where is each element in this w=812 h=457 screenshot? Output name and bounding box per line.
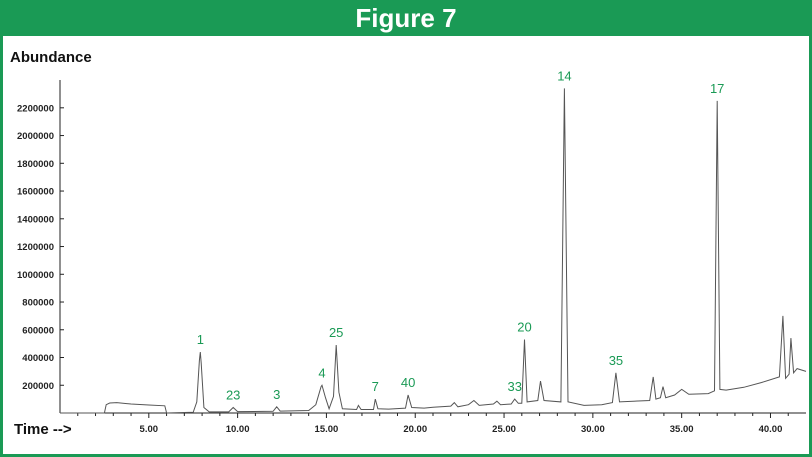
y-tick-label: 1000000	[17, 270, 54, 281]
y-tick-label: 2200000	[17, 103, 54, 114]
peak-labels: 1 23 3 4 25 7 40 33 20 14 35 17	[197, 68, 725, 402]
y-tick-label: 600000	[22, 325, 54, 336]
y-tick-label: 1200000	[17, 242, 54, 253]
peak-label: 17	[710, 81, 724, 96]
peak-label: 1	[197, 332, 204, 347]
peak-label: 25	[329, 325, 343, 340]
peak-label: 20	[517, 319, 531, 334]
peak-label: 40	[401, 375, 415, 390]
x-tick-label: 35.00	[670, 424, 694, 435]
x-tick-label: 20.00	[403, 424, 427, 435]
y-tick-label: 1600000	[17, 187, 54, 198]
x-axis-label: Time -->	[14, 421, 72, 438]
x-tick-label: 40.00	[759, 424, 783, 435]
x-tick-label: 30.00	[581, 424, 605, 435]
peak-label: 7	[372, 379, 379, 394]
y-tick-label: 200000	[22, 381, 54, 392]
chromatogram-trace	[60, 88, 807, 414]
peak-label: 23	[226, 387, 240, 402]
peak-label: 14	[557, 68, 571, 83]
y-tick-label: 1400000	[17, 214, 54, 225]
y-axis-label: Abundance	[10, 49, 92, 66]
y-tick-label: 400000	[22, 353, 54, 364]
peak-label: 4	[318, 365, 325, 380]
x-tick-label: 10.00	[226, 424, 250, 435]
y-tick-label: 800000	[22, 298, 54, 309]
peak-label: 35	[609, 353, 623, 368]
y-tick-label: 1800000	[17, 159, 54, 170]
peak-label: 3	[273, 387, 280, 402]
y-ticks: 200000 400000 600000 800000 1000000 1200000 14…	[17, 103, 64, 392]
peak-label: 33	[507, 379, 521, 394]
x-ticks: 5.00 10.00 15.00 20.00 25.00 30.00 35.00 40.00	[77, 413, 789, 435]
x-tick-label: 25.00	[492, 424, 516, 435]
y-tick-label: 2000000	[17, 131, 54, 142]
x-tick-label: 5.00	[140, 424, 159, 435]
x-tick-label: 15.00	[315, 424, 339, 435]
figure-title: Figure 7	[0, 0, 812, 36]
